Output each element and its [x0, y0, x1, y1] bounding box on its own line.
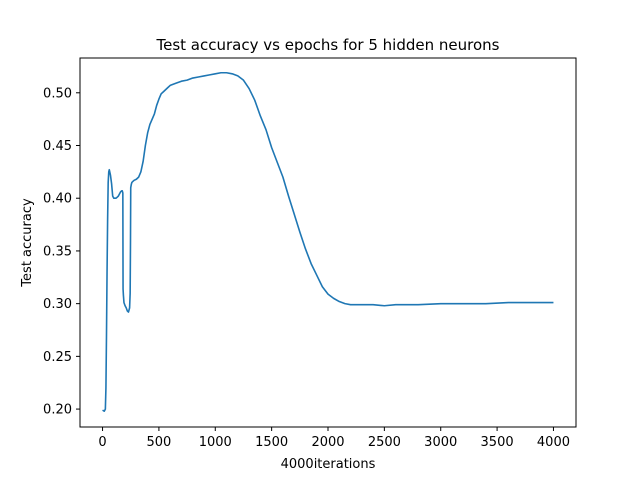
y-tick-label: 0.35 — [43, 244, 72, 259]
y-ticks: 0.20 0.25 0.30 0.35 0.40 0.45 0.50 — [43, 86, 80, 418]
x-tick-label: 3000 — [424, 435, 457, 450]
plot-area — [80, 58, 576, 427]
y-tick-label: 0.25 — [43, 350, 72, 365]
x-axis-label: 4000iterations — [281, 457, 376, 472]
x-tick-label: 2500 — [368, 435, 401, 450]
series-line — [102, 71, 554, 412]
x-tick-label: 1000 — [199, 435, 232, 450]
chart-title: Test accuracy vs epochs for 5 hidden neu… — [156, 36, 500, 54]
y-tick-label: 0.40 — [43, 192, 72, 207]
y-tick-label: 0.45 — [43, 139, 72, 154]
y-tick-label: 0.20 — [43, 403, 72, 418]
y-axis-label: Test accuracy — [20, 198, 35, 288]
x-ticks: 0 500 1000 1500 2000 2500 3000 3500 4000 — [98, 427, 570, 450]
y-tick-label: 0.50 — [43, 86, 72, 101]
x-tick-label: 3500 — [481, 435, 514, 450]
y-tick-label: 0.30 — [43, 297, 72, 312]
x-tick-label: 500 — [146, 435, 171, 450]
x-tick-label: 2000 — [311, 435, 344, 450]
x-tick-label: 0 — [98, 435, 106, 450]
line-layer — [102, 71, 554, 412]
x-tick-label: 1500 — [255, 435, 288, 450]
x-tick-label: 4000 — [537, 435, 570, 450]
